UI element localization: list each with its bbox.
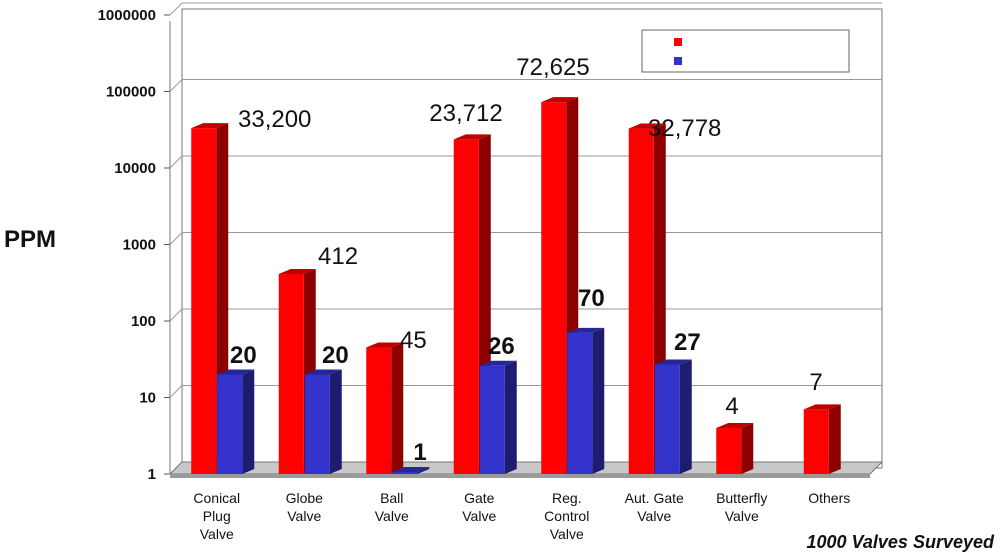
bar-top: [567, 327, 605, 333]
gridline-slant: [169, 308, 183, 322]
x-tick-label: Control: [544, 508, 589, 524]
x-tick-label: Valve: [550, 526, 584, 542]
legend-swatch: [674, 57, 682, 65]
bar-top: [366, 342, 404, 348]
y-tick-label: 100: [131, 313, 156, 330]
data-label: 7: [809, 369, 822, 396]
bar: [567, 332, 593, 474]
bar-side: [504, 360, 517, 474]
x-tick-label: Others: [808, 490, 850, 506]
bar-top: [803, 404, 841, 410]
bar-top: [716, 422, 754, 428]
data-label: 32,778: [648, 115, 721, 142]
data-label: 26: [488, 333, 515, 360]
bar: [453, 139, 479, 474]
y-tick-label: 1000: [123, 237, 156, 254]
bar-top: [392, 467, 430, 472]
bar: [366, 347, 392, 474]
x-tick-label: Conical: [193, 490, 240, 506]
y-tick-label: 1000000: [98, 7, 156, 24]
bar: [217, 374, 243, 474]
bar-side: [242, 369, 255, 474]
data-label: 27: [674, 329, 701, 356]
y-tick-label: 10000: [114, 160, 156, 177]
x-tick-label: Globe: [286, 490, 324, 506]
bar: [392, 472, 418, 474]
bar: [479, 365, 505, 474]
x-tick-label: Valve: [375, 508, 409, 524]
gridline-slant: [169, 385, 183, 398]
bar: [278, 273, 304, 474]
y-tick-label: 10: [139, 390, 156, 407]
bar-top: [453, 134, 491, 140]
data-label: 45: [400, 327, 427, 354]
legend-box: [641, 29, 850, 73]
y-axis-label: PPM: [4, 226, 57, 253]
x-tick-label: Butterfly: [716, 490, 767, 506]
gridline-slant: [169, 155, 183, 169]
bar: [716, 427, 742, 474]
bar: [628, 128, 654, 475]
footnote: 1000 Valves Surveyed: [806, 532, 994, 552]
bar: [654, 364, 680, 474]
x-tick-label: Ball: [380, 490, 403, 506]
bar-side: [592, 327, 605, 474]
bar: [304, 374, 330, 474]
data-label: 72,625: [516, 54, 589, 81]
data-label: 4: [725, 393, 738, 420]
data-label: 20: [230, 342, 257, 369]
gridline-slant: [169, 232, 183, 245]
legend-swatch: [674, 38, 682, 46]
y-tick-label: 100000: [106, 84, 156, 101]
y-tick-label: 1: [148, 466, 156, 483]
bar: [191, 128, 217, 474]
x-tick-label: Aut. Gate: [625, 490, 684, 506]
bar-side: [329, 369, 342, 474]
data-label: 33,200: [238, 106, 311, 133]
bar-side: [417, 467, 430, 474]
bar-top: [278, 268, 316, 274]
x-tick-label: Valve: [637, 508, 671, 524]
bar-side: [741, 422, 754, 474]
x-tick-label: Valve: [725, 508, 759, 524]
bar: [541, 102, 567, 475]
bar-side: [828, 404, 841, 474]
x-tick-label: Plug: [203, 508, 231, 524]
bar-top: [479, 360, 517, 366]
gridline-slant: [169, 2, 183, 16]
data-label: 1: [413, 439, 426, 466]
bar-top: [628, 123, 666, 129]
bar: [803, 409, 829, 474]
bar-top: [541, 97, 579, 103]
bar-side: [391, 342, 404, 474]
data-label: 20: [322, 342, 349, 369]
gridline-slant: [169, 79, 183, 92]
bar-side: [679, 359, 692, 474]
x-tick-label: Gate: [464, 490, 495, 506]
data-label: 70: [578, 285, 605, 312]
bar-top: [304, 369, 342, 375]
x-tick-label: Valve: [200, 526, 234, 542]
x-tick-label: Valve: [287, 508, 321, 524]
plot-floor: [168, 461, 884, 475]
bar-top: [217, 369, 255, 375]
plot-floor-edge: [170, 474, 870, 478]
bar-top: [654, 359, 692, 365]
x-tick-label: Reg.: [552, 490, 582, 506]
x-tick-label: Valve: [462, 508, 496, 524]
bar-top: [191, 123, 229, 129]
data-label: 23,712: [429, 100, 502, 127]
data-label: 412: [318, 243, 358, 270]
